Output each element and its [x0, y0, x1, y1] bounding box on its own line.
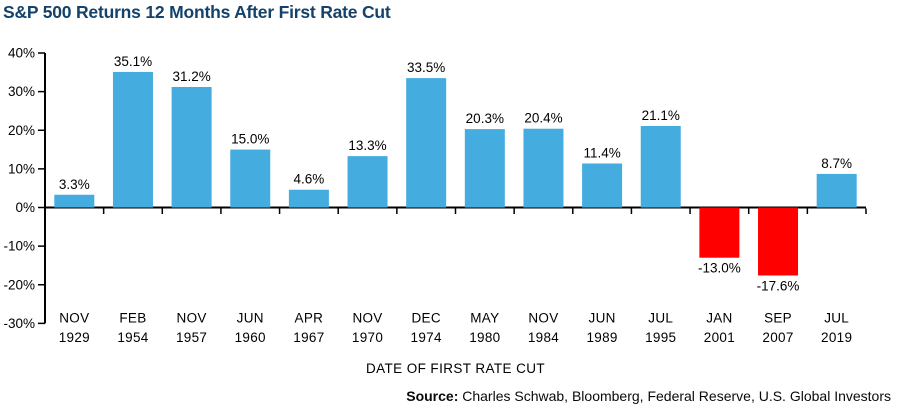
x-category-month: MAY — [470, 311, 499, 326]
x-category-month: JUN — [237, 311, 264, 326]
x-category-month: NOV — [528, 311, 558, 326]
bar-nov-1984 — [523, 128, 564, 208]
x-axis-title: DATE OF FIRST RATE CUT — [365, 361, 546, 376]
y-axis-tick-label: -10% — [3, 239, 35, 254]
bar-sep-2007 — [758, 207, 799, 276]
y-axis-tick-label: 0% — [15, 200, 35, 215]
x-category-year: 2007 — [762, 330, 793, 345]
x-category-month: NOV — [177, 311, 207, 326]
source-line: Source: Charles Schwab, Bloomberg, Feder… — [406, 388, 891, 404]
x-category-year: 1980 — [469, 330, 500, 345]
bar-value-label: 21.1% — [642, 108, 680, 123]
x-category-year: 1974 — [411, 330, 442, 345]
bar-chart: 40% 30% 20% 10% 0% -10% -20% -30% 3.3% NOV 1929 35.… — [3, 46, 867, 345]
x-category-year: 1984 — [528, 330, 559, 345]
x-category-month: JAN — [706, 311, 732, 326]
x-category-month: NOV — [352, 311, 382, 326]
bar-jun-1960 — [230, 149, 271, 208]
x-category-month: DEC — [411, 311, 440, 326]
bar-value-label: -13.0% — [698, 261, 741, 276]
y-axis-tick-label: 10% — [8, 161, 35, 176]
x-category-month: JUN — [589, 311, 616, 326]
bar-value-label: 11.4% — [583, 145, 620, 160]
bar-value-label: 35.1% — [114, 54, 152, 69]
x-category-year: 1954 — [117, 330, 148, 345]
bar-value-label: 20.3% — [466, 111, 504, 126]
bar-value-label: -17.6% — [757, 278, 800, 293]
x-category-year: 1970 — [352, 330, 383, 345]
x-category-year: 2001 — [704, 330, 735, 345]
x-category-month: APR — [295, 311, 324, 326]
bar-value-label: 4.6% — [294, 172, 325, 187]
x-category-month: FEB — [119, 311, 146, 326]
x-category-year: 2019 — [821, 330, 852, 345]
bar-value-label: 3.3% — [59, 177, 90, 192]
x-category-month: NOV — [59, 311, 89, 326]
x-category-month: SEP — [764, 311, 792, 326]
bar-nov-1970 — [347, 156, 388, 208]
x-category-month: JUL — [648, 311, 673, 326]
bar-value-label: 15.0% — [231, 132, 269, 147]
bar-jul-2019 — [816, 173, 857, 208]
x-category-year: 1989 — [586, 330, 617, 345]
x-category-year: 1929 — [59, 330, 90, 345]
source-text: Charles Schwab, Bloomberg, Federal Reser… — [458, 388, 891, 404]
bar-value-label: 8.7% — [821, 156, 852, 171]
x-category-year: 1967 — [293, 330, 324, 345]
x-category-year: 1995 — [645, 330, 676, 345]
x-category-year: 1957 — [176, 330, 207, 345]
bar-value-label: 20.4% — [524, 111, 562, 126]
y-axis-tick-label: -30% — [3, 316, 35, 331]
bar-dec-1974 — [406, 78, 447, 208]
bar-jun-1989 — [582, 163, 623, 208]
bar-value-label: 13.3% — [348, 138, 386, 153]
x-category-month: JUL — [824, 311, 849, 326]
y-axis-tick-label: 30% — [8, 84, 35, 99]
bar-feb-1954 — [112, 71, 153, 208]
source-label: Source: — [406, 388, 459, 404]
bar-value-label: 33.5% — [407, 60, 445, 75]
y-axis-tick-label: 40% — [8, 46, 35, 61]
bar-apr-1967 — [288, 189, 329, 208]
bar-nov-1957 — [171, 86, 212, 208]
bar-jan-2001 — [699, 207, 740, 258]
bar-jul-1995 — [640, 126, 681, 208]
bar-nov-1929 — [54, 194, 95, 208]
y-axis-tick-label: 20% — [8, 123, 35, 138]
bar-may-1980 — [464, 129, 505, 208]
x-category-year: 1960 — [235, 330, 266, 345]
bar-value-label: 31.2% — [172, 69, 210, 84]
chart-title: S&P 500 Returns 12 Months After First Ra… — [3, 2, 391, 22]
y-axis-tick-label: -20% — [3, 277, 35, 292]
